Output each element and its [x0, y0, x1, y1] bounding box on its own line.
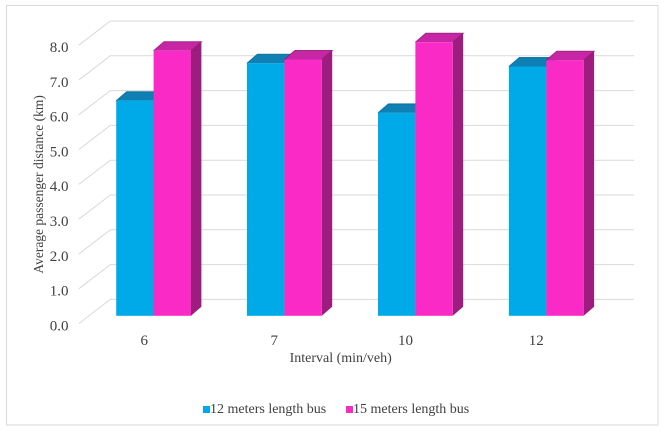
svg-text:1.0: 1.0 — [50, 284, 69, 300]
svg-text:2.0: 2.0 — [50, 249, 69, 265]
svg-text:0.0: 0.0 — [50, 318, 69, 334]
svg-text:5.0: 5.0 — [50, 144, 69, 160]
svg-text:Interval (min/veh): Interval (min/veh) — [290, 351, 393, 366]
svg-text:15 meters length bus: 15 meters length bus — [353, 402, 469, 417]
svg-text:12 meters length bus: 12 meters length bus — [210, 402, 326, 417]
svg-text:6: 6 — [141, 333, 149, 349]
svg-text:10: 10 — [398, 333, 413, 349]
svg-text:7.0: 7.0 — [50, 75, 69, 91]
svg-text:3.0: 3.0 — [50, 214, 69, 230]
svg-text:12: 12 — [529, 333, 544, 349]
svg-text:4.0: 4.0 — [50, 179, 69, 195]
svg-text:Average passenger distance (km: Average passenger distance (km) — [31, 95, 46, 274]
svg-text:6.0: 6.0 — [50, 110, 69, 126]
svg-text:8.0: 8.0 — [50, 40, 69, 56]
svg-text:7: 7 — [270, 333, 278, 349]
